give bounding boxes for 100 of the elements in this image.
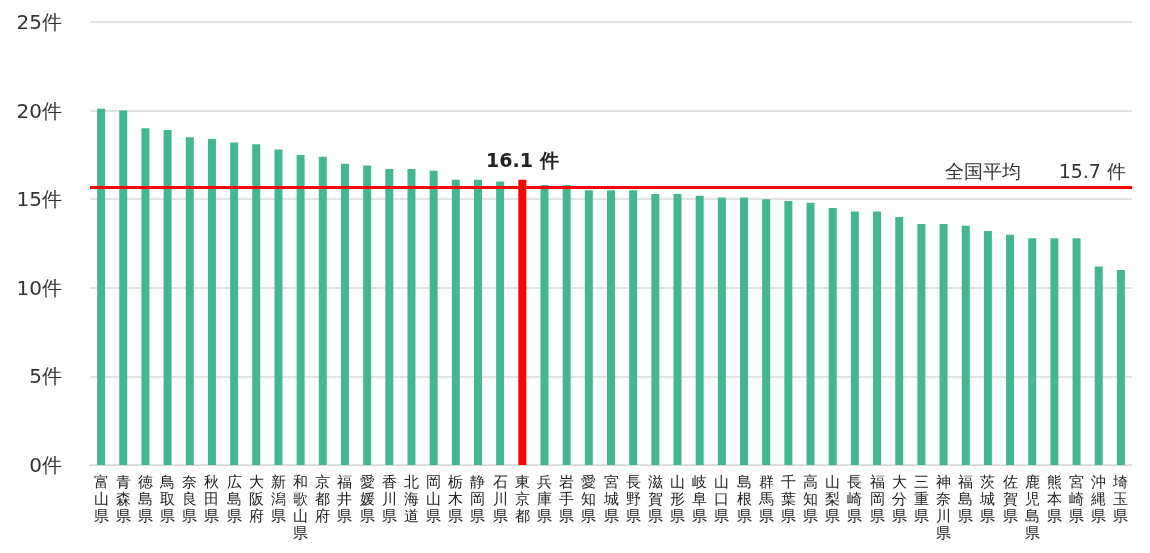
x-tick-label: 広島県: [226, 472, 242, 525]
bar: [784, 200, 793, 465]
x-tick-label: 奈良県: [182, 472, 198, 525]
x-tick-label: 大阪府: [248, 472, 264, 525]
x-tick-label: 福岡県: [869, 472, 885, 525]
bar: [673, 193, 682, 465]
x-tick-label: 群馬県: [757, 472, 774, 525]
x-tick-label: 兵庫県: [536, 472, 552, 525]
bar: [163, 130, 172, 465]
x-tick-label: 静岡県: [470, 472, 486, 525]
y-tick-label: 0件: [29, 453, 62, 477]
bar: [119, 110, 128, 465]
x-tick-label: 愛媛県: [359, 472, 375, 525]
bar: [1006, 234, 1015, 465]
x-tick-label: 沖縄県: [1090, 472, 1107, 525]
x-tick-label: 茨城県: [979, 472, 996, 525]
x-tick-label: 青森県: [115, 472, 131, 525]
x-tick-label: 岐阜県: [692, 472, 708, 525]
x-tick-label: 和歌山県: [293, 472, 309, 542]
bar: [230, 142, 239, 465]
bar: [917, 224, 926, 465]
bar: [740, 197, 749, 465]
x-tick-label: 香川県: [381, 472, 397, 525]
bar: [429, 170, 438, 465]
bar: [961, 225, 970, 465]
x-tick-label: 福井県: [337, 472, 353, 525]
x-tick-label: 秋田県: [204, 472, 220, 525]
x-tick-label: 鹿児島県: [1024, 472, 1040, 542]
x-tick-label: 長野県: [625, 472, 641, 525]
bar: [340, 163, 349, 465]
bar: [185, 137, 194, 465]
x-tick-label: 山形県: [670, 472, 686, 525]
bar: [1028, 238, 1037, 465]
bar: [407, 169, 416, 465]
y-tick-label: 5件: [29, 364, 62, 389]
x-tick-label: 福島県: [958, 472, 974, 525]
x-tick-label: 佐賀県: [1002, 472, 1018, 525]
bar: [584, 190, 593, 465]
bar: [1094, 266, 1103, 465]
bar: [607, 190, 615, 465]
x-tick-label: 京都府: [315, 472, 331, 525]
x-tick-label: 栃木県: [448, 472, 464, 525]
bar: [895, 216, 904, 465]
bar: [97, 108, 106, 465]
ref-line-label: 全国平均 15.7 件: [944, 160, 1126, 183]
x-tick-label: 宮城県: [602, 472, 619, 525]
bar: [473, 179, 482, 465]
x-tick-label: 鳥取県: [159, 472, 176, 525]
x-tick-label: 岩手県: [559, 472, 575, 525]
bar: [828, 208, 837, 465]
bar: [651, 193, 660, 465]
x-tick-label: 岡山県: [426, 472, 442, 525]
bar: [850, 211, 859, 465]
x-tick-label: 三重県: [913, 472, 929, 525]
bar: [806, 202, 815, 465]
bar: [939, 224, 948, 465]
bar: [983, 231, 992, 465]
bar: [318, 156, 327, 465]
bar: [363, 165, 372, 465]
x-tick-label: 東京都: [514, 472, 530, 525]
x-tick-label: 新潟県: [270, 472, 286, 525]
y-tick-label: 20件: [16, 98, 62, 123]
x-tick-label: 熊本県: [1046, 472, 1062, 525]
x-tick-label: 神奈川県: [936, 472, 952, 542]
bar: [296, 154, 305, 465]
bar: [451, 179, 460, 465]
bar: [1050, 238, 1059, 465]
bar: [496, 181, 505, 465]
x-tick-label: 石川県: [492, 472, 508, 525]
y-tick-label: 25件: [16, 10, 62, 34]
x-tick-label: 埼玉県: [1112, 472, 1129, 525]
y-tick-label: 15件: [16, 187, 62, 212]
bar: [1116, 270, 1125, 465]
bar: [540, 185, 549, 465]
x-tick-label: 山口県: [714, 472, 730, 525]
y-tick-label: 10件: [16, 275, 62, 300]
bar: [695, 195, 704, 465]
bar: [562, 185, 571, 465]
x-tick-label: 富山県: [93, 472, 109, 525]
bar: [629, 190, 638, 465]
x-tick-label: 千葉県: [780, 472, 796, 525]
x-tick-label: 大分県: [891, 472, 907, 525]
x-tick-label: 北海道: [403, 472, 419, 525]
x-tick-label: 徳島県: [137, 472, 153, 525]
x-tick-label: 高知県: [803, 472, 819, 525]
x-tick-label: 滋賀県: [647, 472, 663, 525]
bar: [717, 197, 726, 465]
x-tick-label: 山梨県: [825, 472, 841, 525]
bar: [385, 169, 394, 465]
x-tick-label: 長崎県: [847, 472, 863, 525]
bar: [274, 149, 283, 465]
data-label: 16.1 件: [486, 149, 559, 172]
bar: [762, 199, 771, 465]
x-tick-label: 島根県: [736, 472, 752, 525]
bar: [141, 128, 150, 465]
bar: [873, 211, 882, 465]
x-tick-label: 愛知県: [581, 472, 597, 525]
x-tick-label: 宮崎県: [1069, 472, 1085, 525]
bar: [207, 138, 216, 465]
bar: [252, 144, 261, 465]
